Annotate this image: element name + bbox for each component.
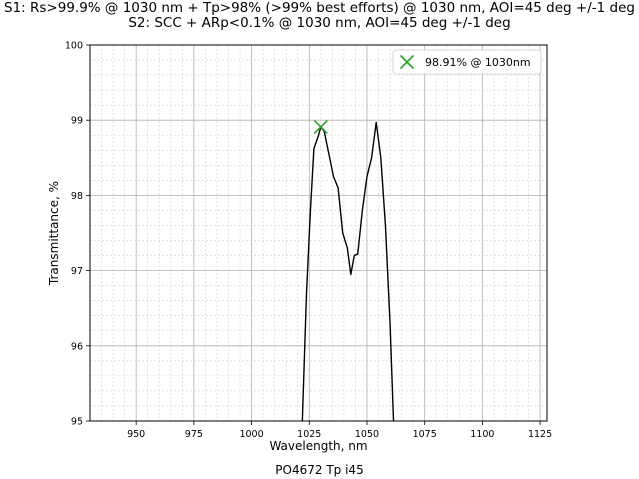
x-tick-label: 975 bbox=[185, 429, 203, 440]
y-tick-label: 99 bbox=[71, 116, 83, 127]
x-tick-label: 1100 bbox=[470, 429, 494, 440]
x-tick-label: 950 bbox=[127, 429, 145, 440]
legend-label: 98.91% @ 1030nm bbox=[425, 56, 531, 69]
x-tick-label: 1025 bbox=[297, 429, 321, 440]
chart-title-line-2: S2: SCC + ARp<0.1% @ 1030 nm, AOI=45 deg… bbox=[128, 15, 511, 31]
chart-footer-label: PO4672 Tp i45 bbox=[275, 463, 364, 477]
y-tick-label: 98 bbox=[71, 191, 83, 202]
legend-box bbox=[392, 49, 542, 75]
x-tick-label: 1000 bbox=[239, 429, 263, 440]
x-tick-label: 1125 bbox=[528, 429, 552, 440]
y-axis-label: Transmittance, % bbox=[47, 181, 61, 286]
y-tick-label: 97 bbox=[71, 266, 83, 277]
y-tick-label: 100 bbox=[65, 41, 83, 52]
legend-marker-icon bbox=[399, 54, 415, 70]
y-tick-label: 96 bbox=[71, 341, 83, 352]
plot-frame bbox=[89, 44, 548, 422]
grid bbox=[89, 44, 547, 422]
y-tick-label: 95 bbox=[71, 417, 83, 428]
peak-marker bbox=[313, 119, 328, 135]
legend: 98.91% @ 1030nm bbox=[392, 49, 542, 75]
series-line-0 bbox=[301, 121, 395, 421]
chart-title-line-1: S1: Rs>99.9% @ 1030 nm + Tp>98% (>99% be… bbox=[4, 0, 635, 16]
x-tick-label: 1050 bbox=[355, 429, 379, 440]
peak-marker-stroke bbox=[313, 119, 328, 135]
x-axis-label: Wavelength, nm bbox=[269, 439, 367, 453]
x-tick-label: 1075 bbox=[413, 429, 437, 440]
